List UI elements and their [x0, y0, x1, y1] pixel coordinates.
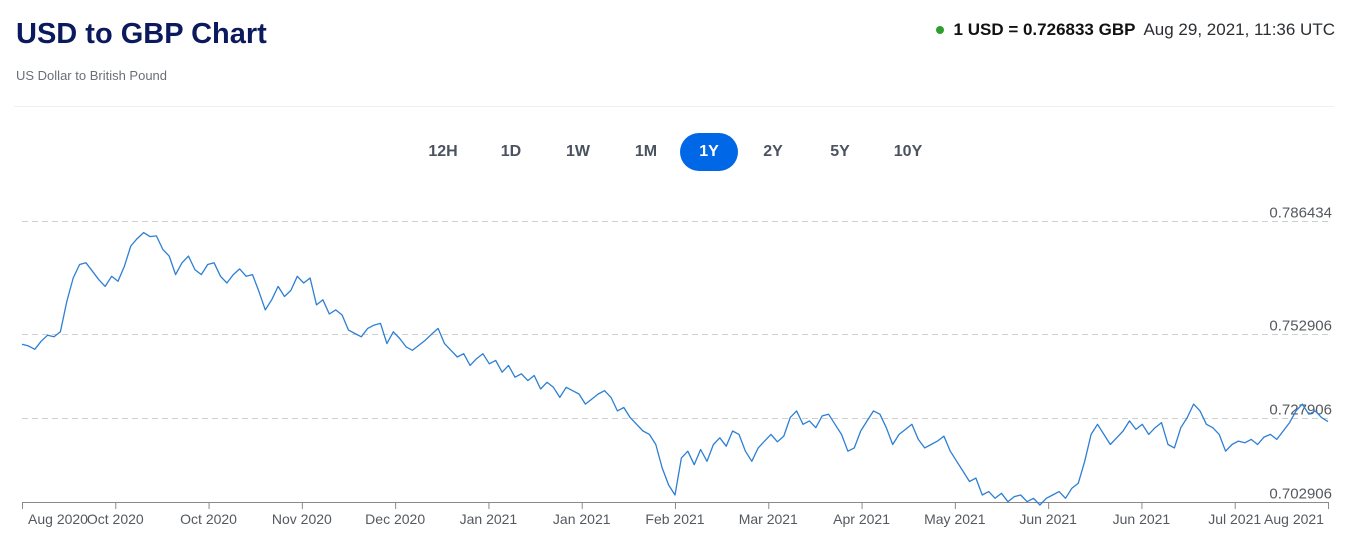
- x-tick-label: Aug 2020: [28, 511, 88, 527]
- y-tick-label: 0.752906: [1269, 318, 1332, 335]
- x-tick-label: May 2021: [924, 511, 986, 527]
- x-tick-label: Jan 2021: [460, 511, 518, 527]
- tab-10y[interactable]: 10Y: [893, 143, 923, 160]
- x-tick-label: Jun 2021: [1019, 511, 1077, 527]
- series-line-usd-gbp: [21, 231, 1329, 506]
- tab-12h[interactable]: 12H: [428, 143, 458, 160]
- x-tick-label: Mar 2021: [739, 511, 798, 527]
- status-dot-icon: [935, 26, 944, 34]
- page-title: USD to GBP Chart: [16, 18, 267, 50]
- x-tick-label: Nov 2020: [272, 511, 332, 527]
- time-range-tabs: 12H 1D 1W 1M 1Y 2Y 5Y 10Y: [408, 133, 944, 171]
- x-tick-label: Jan 2021: [553, 511, 611, 527]
- y-tick-label: 0.727906: [1269, 402, 1332, 419]
- y-tick-label: 0.702906: [1269, 486, 1332, 503]
- x-tick-label: Oct 2020: [87, 511, 144, 527]
- x-tick-label: Aug 2021: [1264, 511, 1324, 527]
- tab-1d[interactable]: 1D: [500, 143, 522, 160]
- rate-timestamp: Aug 29, 2021, 11:36 UTC: [1143, 20, 1335, 39]
- x-tick-label: Jun 2021: [1113, 511, 1171, 527]
- x-tick-label: Feb 2021: [645, 511, 704, 527]
- tab-1y[interactable]: 1Y: [680, 133, 738, 171]
- x-tick-label: Jul 2021: [1208, 511, 1261, 527]
- x-tick-label: Apr 2021: [833, 511, 890, 527]
- page-subtitle: US Dollar to British Pound: [16, 68, 168, 83]
- y-tick-label: 0.786434: [1269, 205, 1332, 222]
- header-divider: [14, 106, 1334, 107]
- tab-1m[interactable]: 1M: [634, 143, 658, 160]
- tab-1w[interactable]: 1W: [566, 143, 590, 160]
- x-tick-label: Dec 2020: [365, 511, 425, 527]
- tab-2y[interactable]: 2Y: [763, 143, 783, 160]
- rate-value: 1 USD = 0.726833 GBP: [953, 20, 1136, 39]
- tab-5y[interactable]: 5Y: [830, 143, 850, 160]
- current-rate: 1 USD = 0.726833 GBP Aug 29, 2021, 11:36…: [935, 20, 1335, 40]
- x-tick-label: Oct 2020: [180, 511, 237, 527]
